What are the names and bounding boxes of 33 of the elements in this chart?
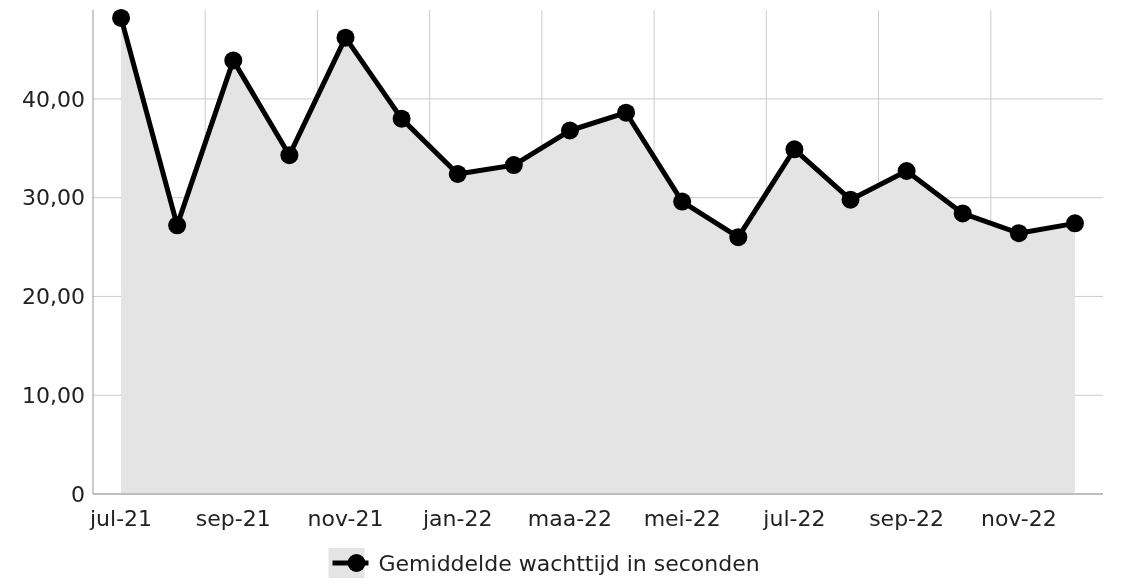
point xyxy=(729,228,748,247)
x-tick-label: sep-21 xyxy=(195,506,271,531)
y-tick-label: 40,00 xyxy=(22,86,85,112)
x-tick-label: nov-21 xyxy=(307,506,384,531)
y-tick-label: 20,00 xyxy=(22,284,85,310)
point xyxy=(785,140,804,159)
point xyxy=(112,8,131,27)
point xyxy=(673,192,692,211)
y-tick-label: 0 xyxy=(71,481,85,507)
point xyxy=(617,103,636,122)
point xyxy=(953,204,972,223)
point xyxy=(1009,224,1028,243)
y-tick-label: 10,00 xyxy=(22,382,85,408)
point xyxy=(841,190,860,209)
point xyxy=(1065,214,1084,233)
x-tick-label: jan-22 xyxy=(421,506,493,531)
legend-label: Gemiddelde wachttijd in seconden xyxy=(378,551,760,576)
x-tick-label: nov-22 xyxy=(980,506,1057,531)
point xyxy=(392,109,411,128)
point xyxy=(448,164,467,183)
x-tick-label: jul-22 xyxy=(762,506,826,531)
x-tick-label: mei-22 xyxy=(643,506,721,531)
point xyxy=(336,28,355,47)
x-tick-label: maa-22 xyxy=(527,506,613,531)
y-tick-label: 30,00 xyxy=(22,185,85,211)
point xyxy=(560,121,579,140)
point xyxy=(224,51,243,70)
point xyxy=(168,216,187,235)
point xyxy=(897,162,916,180)
x-tick-label: sep-22 xyxy=(869,506,945,531)
point xyxy=(504,156,523,175)
point xyxy=(280,146,299,165)
x-tick-label: jul-21 xyxy=(89,506,153,531)
